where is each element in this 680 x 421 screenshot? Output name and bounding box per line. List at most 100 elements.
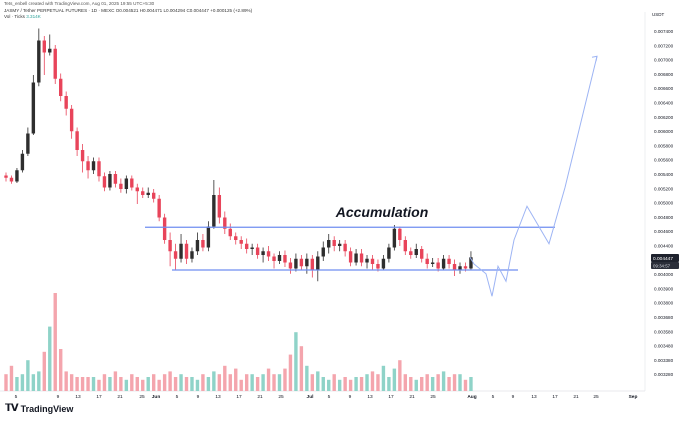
candle-body	[283, 255, 287, 263]
candle-body	[348, 251, 353, 263]
volume-bar	[135, 377, 139, 391]
candle-body	[266, 251, 271, 257]
volume-bar	[430, 377, 435, 391]
symbol-legend[interactable]: JASMY / Tether PERPETUAL FUTURES · 1D · …	[4, 7, 253, 13]
candle-body	[458, 266, 462, 270]
candle-body	[184, 243, 189, 259]
volume-bar	[91, 377, 96, 391]
candle-body	[277, 255, 282, 261]
candle-body	[316, 256, 320, 270]
tradingview-brand: TradingView	[20, 403, 74, 414]
candle-body	[223, 217, 227, 229]
volume-bar	[458, 374, 462, 391]
volume-bar	[376, 374, 380, 391]
volume-bar	[151, 374, 156, 391]
candle-body	[75, 131, 79, 150]
price-tick-label: 0.003280	[654, 372, 674, 377]
candle-body	[354, 253, 358, 263]
candle-body	[108, 174, 112, 188]
candle-body	[102, 176, 107, 188]
volume-bar	[370, 371, 375, 391]
time-tick-label: Jun	[152, 394, 161, 400]
volume-bar	[234, 368, 238, 391]
candle-body	[447, 258, 451, 264]
candle-body	[64, 96, 68, 109]
volume-bar	[316, 371, 320, 391]
candle-body	[80, 150, 85, 162]
price-unit-label[interactable]: USDT	[652, 12, 665, 17]
volume-bar	[425, 374, 429, 391]
volume-bar	[354, 377, 358, 391]
volume-bar	[195, 379, 200, 391]
volume-bar	[299, 346, 304, 391]
time-tick-label: 21	[117, 394, 123, 400]
price-tick-label: 0.003580	[654, 329, 674, 334]
volume-bar	[337, 379, 342, 391]
candle-body	[305, 258, 309, 267]
volume-bar	[4, 374, 8, 391]
candle-body	[403, 240, 408, 252]
volume-bar	[26, 360, 30, 391]
volume-bar	[130, 374, 134, 391]
volume-bar	[173, 377, 178, 391]
countdown-box	[651, 261, 679, 269]
time-tick-label: 13	[367, 394, 373, 400]
volume-bar	[69, 374, 74, 391]
volume-bar	[272, 374, 276, 391]
time-tick-label: 9	[512, 394, 515, 400]
candle-body	[381, 258, 386, 269]
time-tick-label: 17	[388, 394, 394, 400]
candle-body	[343, 243, 347, 252]
time-tick-label: 25	[139, 394, 145, 400]
volume-bar	[206, 377, 211, 391]
candle-body	[179, 243, 183, 259]
volume-bar	[223, 365, 227, 391]
volume-bar	[15, 377, 19, 391]
volume-bar	[31, 374, 36, 391]
volume-bar	[184, 377, 189, 391]
volume-legend-value: 3.314K	[26, 14, 41, 19]
volume-bar	[310, 374, 315, 391]
volume-bar	[343, 377, 347, 391]
projection-path	[469, 55, 598, 297]
volume-bar	[108, 377, 112, 391]
volume-bar	[398, 360, 402, 391]
volume-bar	[365, 374, 369, 391]
volume-bar	[124, 379, 129, 391]
candle-body	[392, 228, 397, 248]
volume-bar	[441, 371, 446, 391]
time-tick-label: 13	[531, 394, 537, 400]
last-price-box	[651, 253, 679, 262]
candle-body	[452, 264, 457, 270]
time-tick-label: Jul	[307, 394, 314, 400]
volume-bar	[288, 354, 293, 391]
volume-bar	[381, 365, 386, 391]
candle-body	[250, 247, 254, 249]
volume-bar	[403, 374, 408, 391]
candle-body	[20, 153, 25, 171]
price-axis: 0.007400 0.007200 0.007000 0.006800 0.006600…	[654, 29, 674, 377]
price-tick-label: 0.004400	[654, 244, 674, 249]
candle-body	[86, 161, 90, 171]
candle-body	[321, 247, 325, 257]
candle-body	[234, 236, 238, 240]
candle-body	[4, 175, 8, 178]
candle-body	[469, 257, 473, 269]
candle-body	[31, 82, 36, 134]
tradingview-logo[interactable]: 𝗧𝗩 TradingView	[5, 403, 73, 414]
time-tick-label: Aug	[467, 394, 476, 400]
candle-body	[190, 251, 194, 259]
volume-bar	[305, 365, 309, 391]
price-tick-label: 0.004600	[654, 229, 674, 234]
candle-body	[463, 266, 468, 269]
candle-body	[425, 258, 429, 264]
candle-body	[173, 251, 178, 259]
candle-body	[146, 192, 150, 195]
volume-bar	[190, 377, 194, 391]
candle-body	[261, 251, 265, 255]
volume-legend[interactable]: Vol · Ticks 3.314K	[4, 14, 252, 21]
price-tick-label: 0.006400	[654, 101, 674, 106]
time-tick-label: 25	[278, 394, 284, 400]
